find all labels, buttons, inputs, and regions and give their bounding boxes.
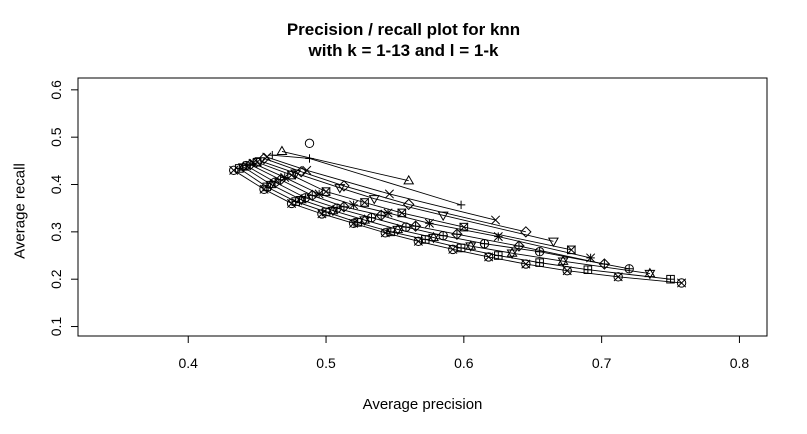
data-point	[359, 214, 371, 226]
data-point	[448, 244, 458, 255]
data-point	[459, 222, 469, 232]
x-tick-label: 0.8	[730, 355, 750, 371]
data-point	[494, 251, 503, 260]
data-point	[493, 232, 503, 242]
data-point	[479, 238, 490, 249]
y-tick-label: 0.5	[48, 127, 64, 147]
data-point	[259, 184, 269, 194]
data-point	[520, 226, 532, 238]
data-point	[437, 211, 449, 222]
data-point	[317, 209, 327, 219]
y-axis-label: Average recall	[11, 163, 29, 259]
y-tick-label: 0.6	[48, 80, 64, 100]
data-point	[401, 222, 411, 232]
data-point	[327, 204, 339, 217]
data-point	[262, 152, 272, 162]
series-line	[272, 154, 462, 206]
data-point	[334, 184, 346, 194]
series-line	[281, 150, 409, 182]
data-point	[380, 228, 390, 238]
data-point	[456, 200, 466, 210]
series-10	[241, 160, 634, 274]
data-point	[613, 272, 623, 282]
data-point	[403, 174, 415, 185]
data-point	[229, 165, 239, 176]
series-line	[252, 162, 591, 259]
y-tick-label: 0.1	[48, 317, 64, 337]
series-line	[266, 156, 496, 221]
x-tick-label: 0.6	[454, 355, 474, 371]
data-point	[368, 195, 380, 205]
data-point	[428, 231, 440, 244]
data-point	[521, 259, 531, 269]
data-point	[562, 265, 572, 276]
series-13	[229, 165, 687, 288]
data-point	[413, 236, 424, 247]
x-tick-label: 0.7	[592, 355, 612, 371]
x-tick-label: 0.5	[316, 355, 336, 371]
series-3	[268, 150, 466, 210]
y-tick-label: 0.3	[48, 222, 64, 242]
data-point	[490, 215, 501, 225]
series-7	[252, 157, 576, 255]
data-point	[557, 255, 569, 268]
y-tick-label: 0.4	[48, 175, 64, 195]
data-point	[276, 145, 288, 156]
data-point	[268, 150, 277, 160]
chart-title: Precision / recall plot for knn	[286, 20, 521, 39]
data-point	[465, 240, 477, 252]
data-point	[302, 165, 312, 175]
data-point	[348, 218, 359, 229]
data-point	[392, 223, 404, 236]
x-axis-label: Average precision	[362, 396, 483, 413]
series-12	[234, 164, 675, 284]
data-point	[287, 170, 297, 180]
data-point	[483, 252, 494, 262]
data-point	[438, 230, 448, 241]
data-point	[349, 200, 359, 210]
data-point	[286, 198, 297, 209]
data-point	[305, 154, 314, 163]
series-8	[248, 158, 596, 263]
data-point	[402, 198, 415, 211]
data-point	[451, 228, 463, 240]
data-point	[290, 169, 302, 179]
data-point	[384, 189, 394, 199]
data-point	[624, 264, 634, 274]
chart-subtitle: with k = 1-13 and l = 1-k	[308, 41, 499, 60]
data-point	[295, 193, 307, 206]
data-point	[506, 247, 518, 259]
series-line	[243, 166, 650, 274]
x-tick-label: 0.4	[179, 355, 199, 371]
data-point	[304, 138, 315, 149]
series-4	[262, 152, 501, 225]
series-2	[276, 145, 415, 185]
data-point	[424, 218, 434, 228]
data-point	[258, 152, 270, 165]
y-tick-label: 0.2	[48, 269, 64, 289]
series-1	[304, 138, 315, 149]
data-point	[360, 197, 370, 208]
data-point	[534, 247, 545, 257]
plot-frame	[77, 77, 768, 337]
data-point	[676, 278, 687, 288]
data-point	[321, 187, 331, 197]
data-point	[547, 237, 559, 248]
series-line	[238, 168, 671, 280]
